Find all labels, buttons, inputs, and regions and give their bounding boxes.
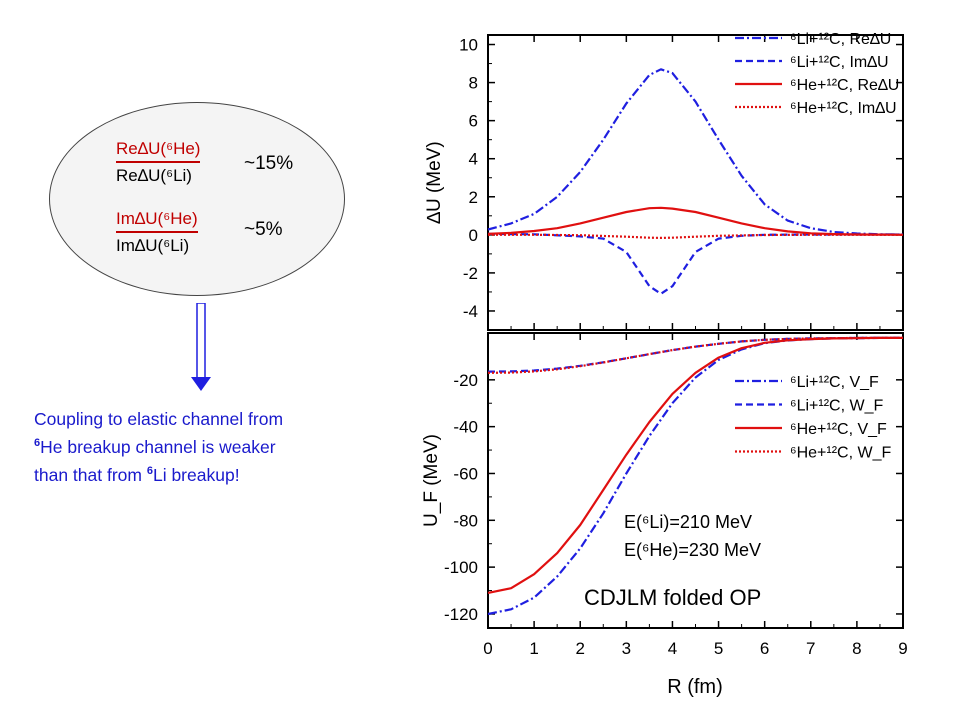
bottom-legend-entry: ⁶He+¹²C, W_F — [790, 445, 891, 462]
annotation-energy-li: E(⁶Li)=210 MeV — [624, 512, 752, 532]
bottom-xlabel: R (fm) — [667, 676, 723, 698]
bottom-xtick-label: 9 — [898, 639, 907, 658]
bottom-xtick-label: 5 — [714, 639, 723, 658]
top-legend-entry: ⁶Li+¹²C, Im∆U — [790, 54, 889, 71]
bottom-xtick-label: 6 — [760, 639, 769, 658]
re-ratio-fraction: Re∆U(⁶He) Re∆U(⁶Li) — [116, 138, 201, 187]
top-ylabel: ∆U (MeV) — [424, 141, 445, 223]
im-ratio-value: ~5% — [244, 219, 283, 240]
re-ratio-numerator: Re∆U(⁶He) — [116, 138, 201, 163]
bottom-ytick-label: -120 — [444, 605, 478, 624]
bottom-legend-entry: ⁶Li+¹²C, V_F — [790, 374, 879, 391]
bottom-ytick-label: -40 — [453, 418, 478, 437]
bottom-xtick-label: 3 — [622, 639, 631, 658]
bottom-legend-entry: ⁶Li+¹²C, W_F — [790, 398, 883, 415]
top-series-2 — [487, 206, 904, 236]
top-legend-entry: ⁶He+¹²C, Re∆U — [790, 77, 899, 94]
bottom-series-3 — [487, 336, 903, 374]
bottom-legend-entry: ⁶He+¹²C, V_F — [790, 421, 887, 438]
top-ytick-label: 0 — [469, 226, 478, 245]
note-line-2: 6He breakup channel is weaker — [34, 431, 394, 459]
note-line-2-sup: 6 — [34, 437, 41, 449]
note-line-1: Coupling to elastic channel from — [34, 409, 284, 429]
conclusion-note: Coupling to elastic channel from 6He bre… — [34, 407, 394, 487]
re-ratio-value: ~15% — [244, 153, 294, 174]
top-series-3 — [488, 233, 903, 239]
note-line-3: than that from 6Li breakup! — [34, 459, 394, 487]
top-ytick-label: 2 — [469, 188, 478, 207]
top-legend-entry: ⁶Li+¹²C, Re∆U — [790, 31, 891, 48]
bottom-xtick-label: 4 — [668, 639, 677, 658]
bottom-ytick-label: -80 — [453, 511, 478, 530]
bottom-xtick-label: 0 — [483, 639, 492, 658]
top-legend-entry: ⁶He+¹²C, Im∆U — [790, 100, 897, 117]
annotation-cdjlm: CDJLM folded OP — [584, 585, 761, 610]
note-line-2-text: He breakup channel is weaker — [40, 436, 276, 457]
top-ytick-label: 4 — [469, 150, 478, 169]
im-ratio-numerator: Im∆U(⁶He) — [116, 208, 198, 233]
bottom-series-1 — [487, 336, 903, 373]
bottom-xtick-label: 7 — [806, 639, 815, 658]
bottom-xtick-label: 1 — [529, 639, 538, 658]
note-line-3-post: Li breakup! — [152, 464, 240, 485]
re-ratio-denominator: Re∆U(⁶Li) — [116, 166, 192, 185]
note-line-3-sup: 6 — [146, 464, 153, 477]
bottom-ytick-label: -20 — [453, 371, 478, 390]
bottom-xtick-label: 2 — [575, 639, 584, 658]
top-ytick-label: 6 — [469, 112, 478, 131]
im-ratio-fraction: Im∆U(⁶He) Im∆U(⁶Li) — [116, 208, 198, 257]
note-line-3-pre: than that from — [34, 464, 147, 485]
bottom-ytick-label: -60 — [453, 464, 478, 483]
bottom-ytick-label: -100 — [444, 558, 478, 577]
top-ytick-label: -4 — [463, 302, 478, 321]
bottom-ylabel: U_F (MeV) — [421, 434, 442, 527]
down-arrow-icon — [191, 303, 211, 391]
bottom-xtick-label: 8 — [852, 639, 861, 658]
top-ytick-label: 8 — [469, 74, 478, 93]
im-ratio-denominator: Im∆U(⁶Li) — [116, 236, 190, 255]
ratio-callout-ellipse — [49, 102, 345, 296]
top-series-1 — [487, 232, 903, 295]
top-ytick-label: 10 — [459, 36, 478, 55]
top-series-0 — [487, 68, 904, 236]
annotation-energy-he: E(⁶He)=230 MeV — [624, 540, 761, 560]
top-ytick-label: -2 — [463, 264, 478, 283]
